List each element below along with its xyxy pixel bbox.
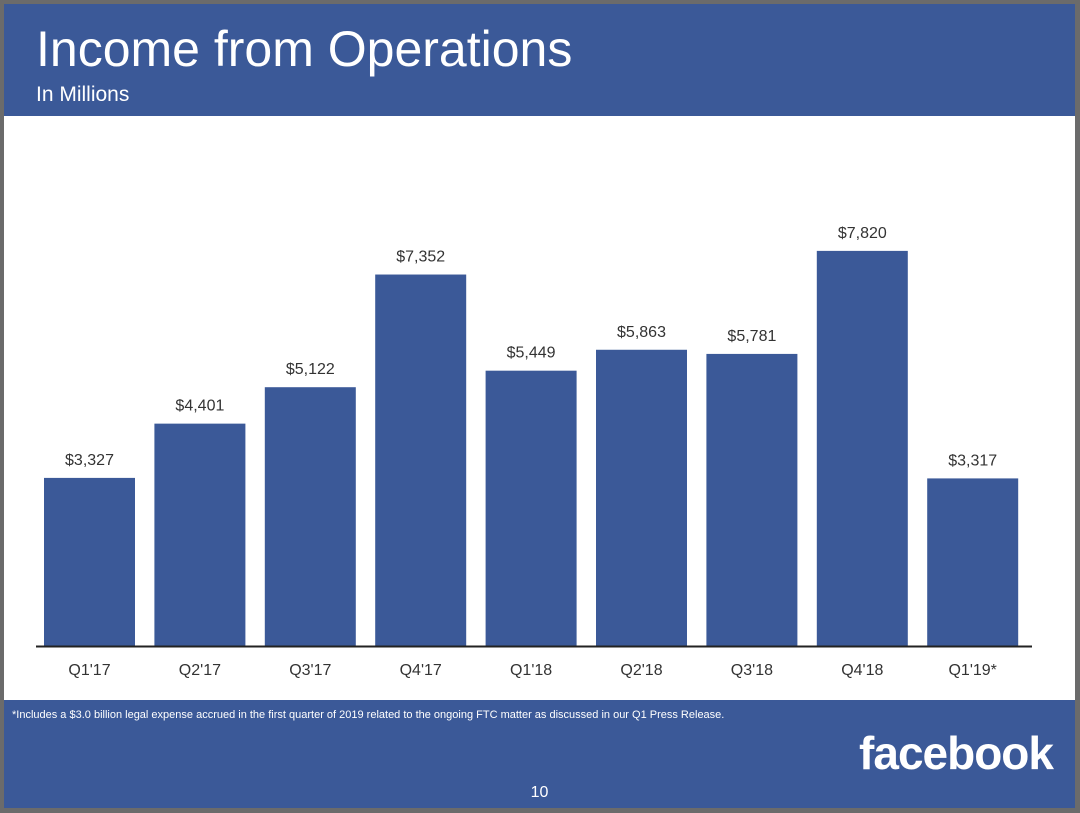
bar-value-label: $7,352 xyxy=(396,249,445,266)
x-tick-label: Q1'19* xyxy=(948,662,996,679)
bar-value-label: $7,820 xyxy=(838,225,887,242)
header-banner: Income from Operations In Millions xyxy=(4,4,1075,116)
footnote: *Includes a $3.0 billion legal expense a… xyxy=(12,709,725,721)
bar-value-label: $5,449 xyxy=(507,345,556,362)
bar-value-label: $3,317 xyxy=(948,452,997,469)
bar-chart-svg: $3,327 Q1'17 $4,401 Q2'17 $5,122 Q3'17 $7,352 Q… xyxy=(36,225,1032,679)
bar-value-label: $5,122 xyxy=(286,361,335,378)
x-tick-label: Q2'18 xyxy=(620,662,662,679)
bar-6 xyxy=(706,353,798,646)
bar-8 xyxy=(927,478,1019,646)
slide-subtitle: In Millions xyxy=(36,83,130,106)
bar-value-label: $5,863 xyxy=(617,324,666,341)
bar-value-label: $4,401 xyxy=(175,398,224,415)
facebook-logo: facebook xyxy=(859,727,1054,779)
footer-banner: *Includes a $3.0 billion legal expense a… xyxy=(4,700,1075,808)
page-number: 10 xyxy=(530,784,549,801)
bar-0 xyxy=(44,477,135,646)
slide: Income from Operations In Millions $3,32… xyxy=(4,4,1075,808)
bar-value-label: $5,781 xyxy=(727,328,776,345)
x-tick-label: Q3'17 xyxy=(289,662,331,679)
x-tick-label: Q4'18 xyxy=(841,662,883,679)
bar-7 xyxy=(816,250,908,646)
bar-4 xyxy=(485,370,577,646)
x-tick-label: Q2'17 xyxy=(179,662,221,679)
bar-3 xyxy=(375,274,467,646)
x-tick-label: Q3'18 xyxy=(731,662,773,679)
x-tick-label: Q1'18 xyxy=(510,662,552,679)
bar-5 xyxy=(596,349,687,646)
bar-value-label: $3,327 xyxy=(65,452,114,469)
x-tick-label: Q1'17 xyxy=(68,662,110,679)
bar-2 xyxy=(264,387,356,646)
slide-title: Income from Operations xyxy=(36,21,573,77)
bar-chart: $3,327 Q1'17 $4,401 Q2'17 $5,122 Q3'17 $7,352 Q… xyxy=(4,116,1075,700)
x-tick-label: Q4'17 xyxy=(400,662,442,679)
bar-1 xyxy=(154,423,246,646)
